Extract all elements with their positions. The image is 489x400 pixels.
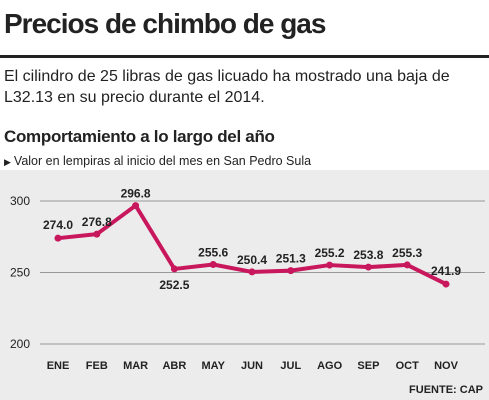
data-point-jun <box>248 268 256 276</box>
x-tick-label-ene: ENE <box>47 360 70 372</box>
data-point-may <box>209 260 217 268</box>
x-tick-label-feb: FEB <box>86 360 108 372</box>
data-label-may: 255.6 <box>198 245 228 259</box>
source-credit: FUENTE: CAP <box>409 384 483 396</box>
x-tick-label-abr: ABR <box>162 360 186 372</box>
y-tick-label-200: 200 <box>10 337 30 351</box>
data-label-mar: 296.8 <box>121 187 151 201</box>
x-tick-label-ago: AGO <box>317 360 343 372</box>
x-tick-label-may: MAY <box>201 360 225 372</box>
data-point-jul <box>287 267 295 275</box>
data-label-ago: 255.2 <box>315 246 345 260</box>
data-label-ene: 274.0 <box>43 218 73 232</box>
data-point-feb <box>93 230 101 238</box>
x-tick-label-jun: JUN <box>241 360 263 372</box>
data-label-jun: 250.4 <box>237 253 267 267</box>
data-point-oct <box>403 261 411 269</box>
x-tick-label-jul: JUL <box>280 360 301 372</box>
data-point-abr <box>170 265 178 273</box>
data-label-sep: 253.8 <box>353 248 383 262</box>
data-point-ene <box>54 234 62 242</box>
data-point-sep <box>364 263 372 271</box>
title-divider <box>0 55 489 58</box>
x-tick-label-oct: OCT <box>396 360 420 372</box>
y-tick-label-250: 250 <box>10 266 30 280</box>
chart-title: Comportamiento a lo largo del año <box>4 127 275 146</box>
data-label-abr: 252.5 <box>159 278 189 292</box>
x-tick-label-mar: MAR <box>123 360 148 372</box>
triangle-bullet-icon: ▶ <box>4 157 11 167</box>
chart-subtitle-text: Valor en lempiras al inicio del mes en S… <box>13 154 312 168</box>
data-point-ago <box>326 261 334 269</box>
data-point-mar <box>132 202 140 210</box>
x-tick-label-sep: SEP <box>357 360 379 372</box>
x-tick-label-nov: NOV <box>434 360 459 372</box>
data-label-oct: 255.3 <box>392 246 422 260</box>
chart-subtitle: ▶ Valor en lempiras al inicio del mes en … <box>4 154 311 168</box>
data-label-nov: 241.9 <box>431 264 461 278</box>
data-label-feb: 276.8 <box>82 215 112 229</box>
intro-text: El cilindro de 25 libras de gas licuado … <box>4 68 450 106</box>
data-point-nov <box>442 280 450 288</box>
page-title: Precios de chimbo de gas <box>4 8 326 39</box>
y-tick-label-300: 300 <box>10 194 30 208</box>
chart-background <box>0 170 489 400</box>
data-label-jul: 251.3 <box>276 252 306 266</box>
